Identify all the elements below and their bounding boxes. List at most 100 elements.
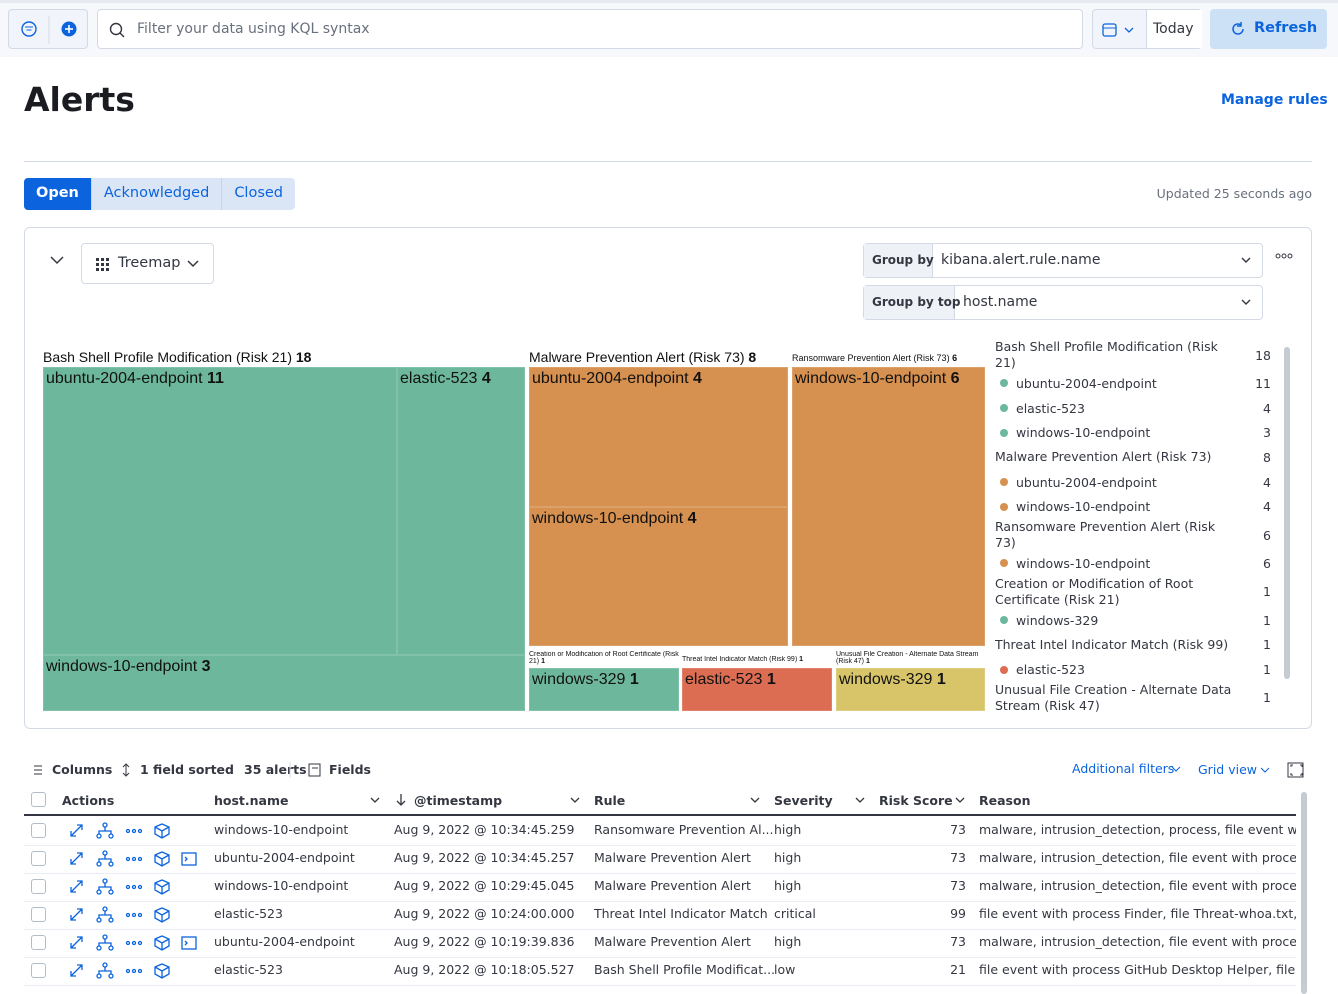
severity: critical [774,906,816,921]
collapse-icon[interactable] [49,254,65,266]
legend-group[interactable]: Malware Prevention Alert (Risk 73) 8 [995,445,1277,470]
row-checkbox[interactable] [31,935,46,950]
group-by-label: Group by [872,253,934,267]
group-name: Bash Shell Profile Modification (Risk 21… [43,349,292,365]
action-icons [70,906,170,923]
rule: Ransomware Prevention Al... [594,822,774,837]
cell-host: windows-10-endpoint [795,370,947,387]
legend-dot [1000,616,1008,625]
risk-score: 73 [950,822,966,837]
legend-host-name: ubuntu-2004-endpoint [1016,375,1157,391]
tab[interactable]: Closed [221,178,295,210]
legend-host[interactable]: windows-10-endpoint 6 [995,551,1277,576]
divider [24,161,1312,162]
column-header[interactable]: @timestamp [414,793,503,808]
legend-group[interactable]: Threat Intel Indicator Match (Risk 99) 1 [995,633,1277,658]
row-checkbox[interactable] [31,823,46,838]
legend-group[interactable]: Unusual File Creation - Alternate Data S… [995,682,1277,714]
legend-host[interactable]: windows-10-endpoint 3 [995,420,1277,445]
filter-buttons[interactable] [8,9,88,49]
row-divider [24,957,1296,958]
legend-group[interactable]: Bash Shell Profile Modification (Risk 21… [995,339,1277,371]
select-all[interactable] [31,792,46,807]
rule: Malware Prevention Alert [594,934,751,949]
reason: file event with process Finder, file Thr… [979,906,1296,921]
legend-group[interactable]: Creation or Modification of Root Certifi… [995,576,1277,608]
legend-host-item: elastic-523 [995,401,1085,416]
group-label: Malware Prevention Alert (Risk 73) 8 [529,349,788,365]
timestamp: Aug 9, 2022 @ 10:29:45.045 [394,878,575,893]
group-count: 8 [748,349,757,365]
row-checkbox[interactable] [31,851,46,866]
refresh-button[interactable]: Refresh [1210,9,1327,49]
action-icons [70,822,170,839]
sort-status[interactable]: 1 field sorted [140,762,234,777]
legend-host-count: 6 [1263,555,1271,571]
legend-group-name: Unusual File Creation - Alternate Data S… [995,681,1232,713]
group-by-top-label: Group by top [872,295,961,309]
treemap-cell: windows-329 1 [836,668,985,711]
kql-search[interactable]: Filter your data using KQL syntax [97,9,1083,49]
cell-count: 11 [207,370,224,387]
alert-count: 35 alerts [244,762,307,777]
row-checkbox[interactable] [31,963,46,978]
additional-filters[interactable]: Additional filters [1072,761,1175,776]
legend-dot [1000,428,1008,437]
legend-host-item: ubuntu-2004-endpoint [995,475,1157,490]
legend-group-count: 1 [1263,637,1271,653]
group-by-top[interactable]: Group by top host.name [863,285,1263,320]
column-header[interactable]: Risk Score [879,793,953,808]
host-name: ubuntu-2004-endpoint [214,934,355,949]
row-actions[interactable] [68,822,208,844]
group-by[interactable]: Group by kibana.alert.rule.name [863,243,1263,278]
cell-host: windows-329 [532,671,626,688]
host-name: windows-10-endpoint [214,822,349,837]
chevron [1241,299,1251,305]
group-count: 18 [295,349,312,365]
timestamp: Aug 9, 2022 @ 10:34:45.259 [394,822,575,837]
legend-host[interactable]: elastic-523 4 [995,396,1277,421]
risk-score: 73 [950,850,966,865]
legend-group[interactable]: Ransomware Prevention Alert (Risk 73) 6 [995,519,1277,551]
column-header[interactable]: Reason [979,793,1031,808]
legend-host[interactable]: elastic-523 1 [995,657,1277,682]
legend-host-count: 4 [1263,474,1271,490]
row-actions[interactable] [68,906,208,928]
grid-view[interactable]: Grid view [1198,762,1257,777]
legend-dot [1000,404,1008,413]
tab[interactable]: Open [24,178,91,210]
legend-host[interactable]: ubuntu-2004-endpoint 4 [995,470,1277,495]
header-arrows [370,794,965,806]
tab[interactable]: Acknowledged [90,178,221,210]
reason: malware, intrusion_detection, file event… [979,850,1296,865]
column-header[interactable]: Actions [62,793,115,808]
columns-button[interactable]: Columns [52,762,113,777]
cell-count: 4 [693,370,702,387]
view-selector[interactable]: Treemap [81,243,214,284]
legend-dot [1000,379,1008,388]
column-header[interactable]: Rule [594,793,626,808]
more-icon[interactable] [1275,252,1293,260]
chevron [1241,257,1251,263]
rule: Malware Prevention Alert [594,878,751,893]
treemap-cell: elastic-523 4 [397,367,525,655]
legend-host[interactable]: ubuntu-2004-endpoint 11 [995,371,1277,396]
row-actions[interactable] [68,850,208,872]
row-actions[interactable] [68,878,208,900]
column-header[interactable]: Severity [774,793,833,808]
column-header[interactable]: host.name [214,793,289,808]
manage-rules[interactable]: Manage rules [1221,92,1328,108]
date-picker[interactable]: Today [1092,9,1202,49]
legend-host[interactable]: windows-10-endpoint 4 [995,494,1277,519]
fields-button[interactable]: Fields [329,762,371,777]
row-checkbox[interactable] [31,879,46,894]
row-checkbox[interactable] [31,907,46,922]
row-actions[interactable] [68,934,208,956]
reason: malware, intrusion_detection, file event… [979,934,1296,949]
row-actions[interactable] [68,962,208,984]
legend-group-count: 6 [1263,527,1271,543]
group-label: Threat Intel Indicator Match (Risk 99) 1 [682,656,832,663]
